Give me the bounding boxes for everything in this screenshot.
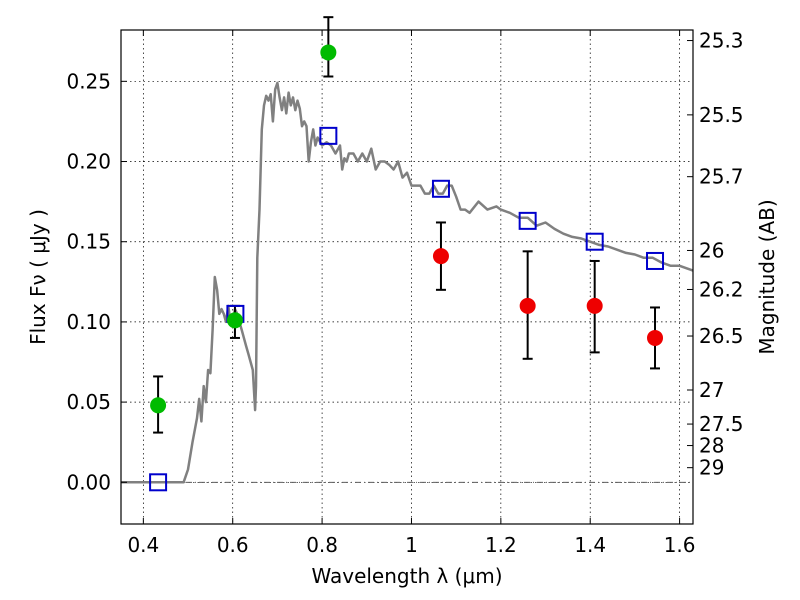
y-tick-label: 0.20	[66, 150, 111, 174]
data-point-circle	[519, 297, 536, 314]
data-point-circle	[226, 312, 243, 329]
right-axis-label: Magnitude (AB)	[755, 199, 779, 354]
right-tick-label: 29	[699, 456, 724, 480]
data-point-circle	[432, 248, 449, 265]
model-point-square	[518, 211, 537, 230]
right-tick-label: 26.2	[699, 277, 744, 301]
model-point-square	[585, 232, 604, 251]
model-point-square	[646, 251, 665, 270]
x-tick-label: 0.4	[127, 533, 159, 557]
grid	[121, 30, 693, 524]
x-tick-label: 1	[405, 533, 418, 557]
x-axis-ticks: 0.4 0.6 0.8 1 1.2 1.4 1.6	[127, 30, 696, 557]
right-tick-label: 26	[699, 238, 724, 262]
right-tick-label: 28	[699, 434, 724, 458]
right-tick-label: 25.3	[699, 29, 744, 53]
right-tick-label: 25.5	[699, 103, 744, 127]
y-axis-label: Flux Fν ( μJy )	[26, 209, 50, 345]
right-tick-label: 27	[699, 378, 724, 402]
spectrum-line	[121, 81, 694, 484]
right-tick-label: 26.5	[699, 324, 744, 348]
y-axis-ticks: 0.00 0.05 0.10 0.15 0.20 0.25	[66, 69, 127, 494]
x-tick-label: 1.2	[485, 533, 517, 557]
y-tick-label: 0.25	[66, 69, 111, 93]
spectrum	[121, 81, 694, 484]
plot-frame	[120, 29, 694, 525]
x-tick-label: 1.6	[664, 533, 696, 557]
y-tick-label: 0.10	[66, 310, 111, 334]
right-tick-label: 27.5	[699, 412, 744, 436]
x-tick-label: 0.8	[306, 533, 338, 557]
x-tick-label: 0.6	[217, 533, 249, 557]
y-tick-label: 0.15	[66, 230, 111, 254]
model-point-square	[149, 473, 168, 492]
x-axis-label: Wavelength λ (μm)	[311, 564, 502, 588]
data-point-circle	[320, 44, 337, 61]
model-point-square	[431, 179, 450, 198]
x-tick-label: 1.4	[574, 533, 606, 557]
error-bars	[153, 16, 661, 434]
right-tick-label: 25.7	[699, 165, 744, 189]
data-point-circle	[586, 297, 603, 314]
y-tick-label: 0.00	[66, 470, 111, 494]
data-point-circle	[647, 329, 664, 346]
model-point-square	[319, 126, 338, 145]
y-tick-label: 0.05	[66, 390, 111, 414]
markers	[149, 44, 665, 492]
data-point-circle	[150, 397, 167, 414]
